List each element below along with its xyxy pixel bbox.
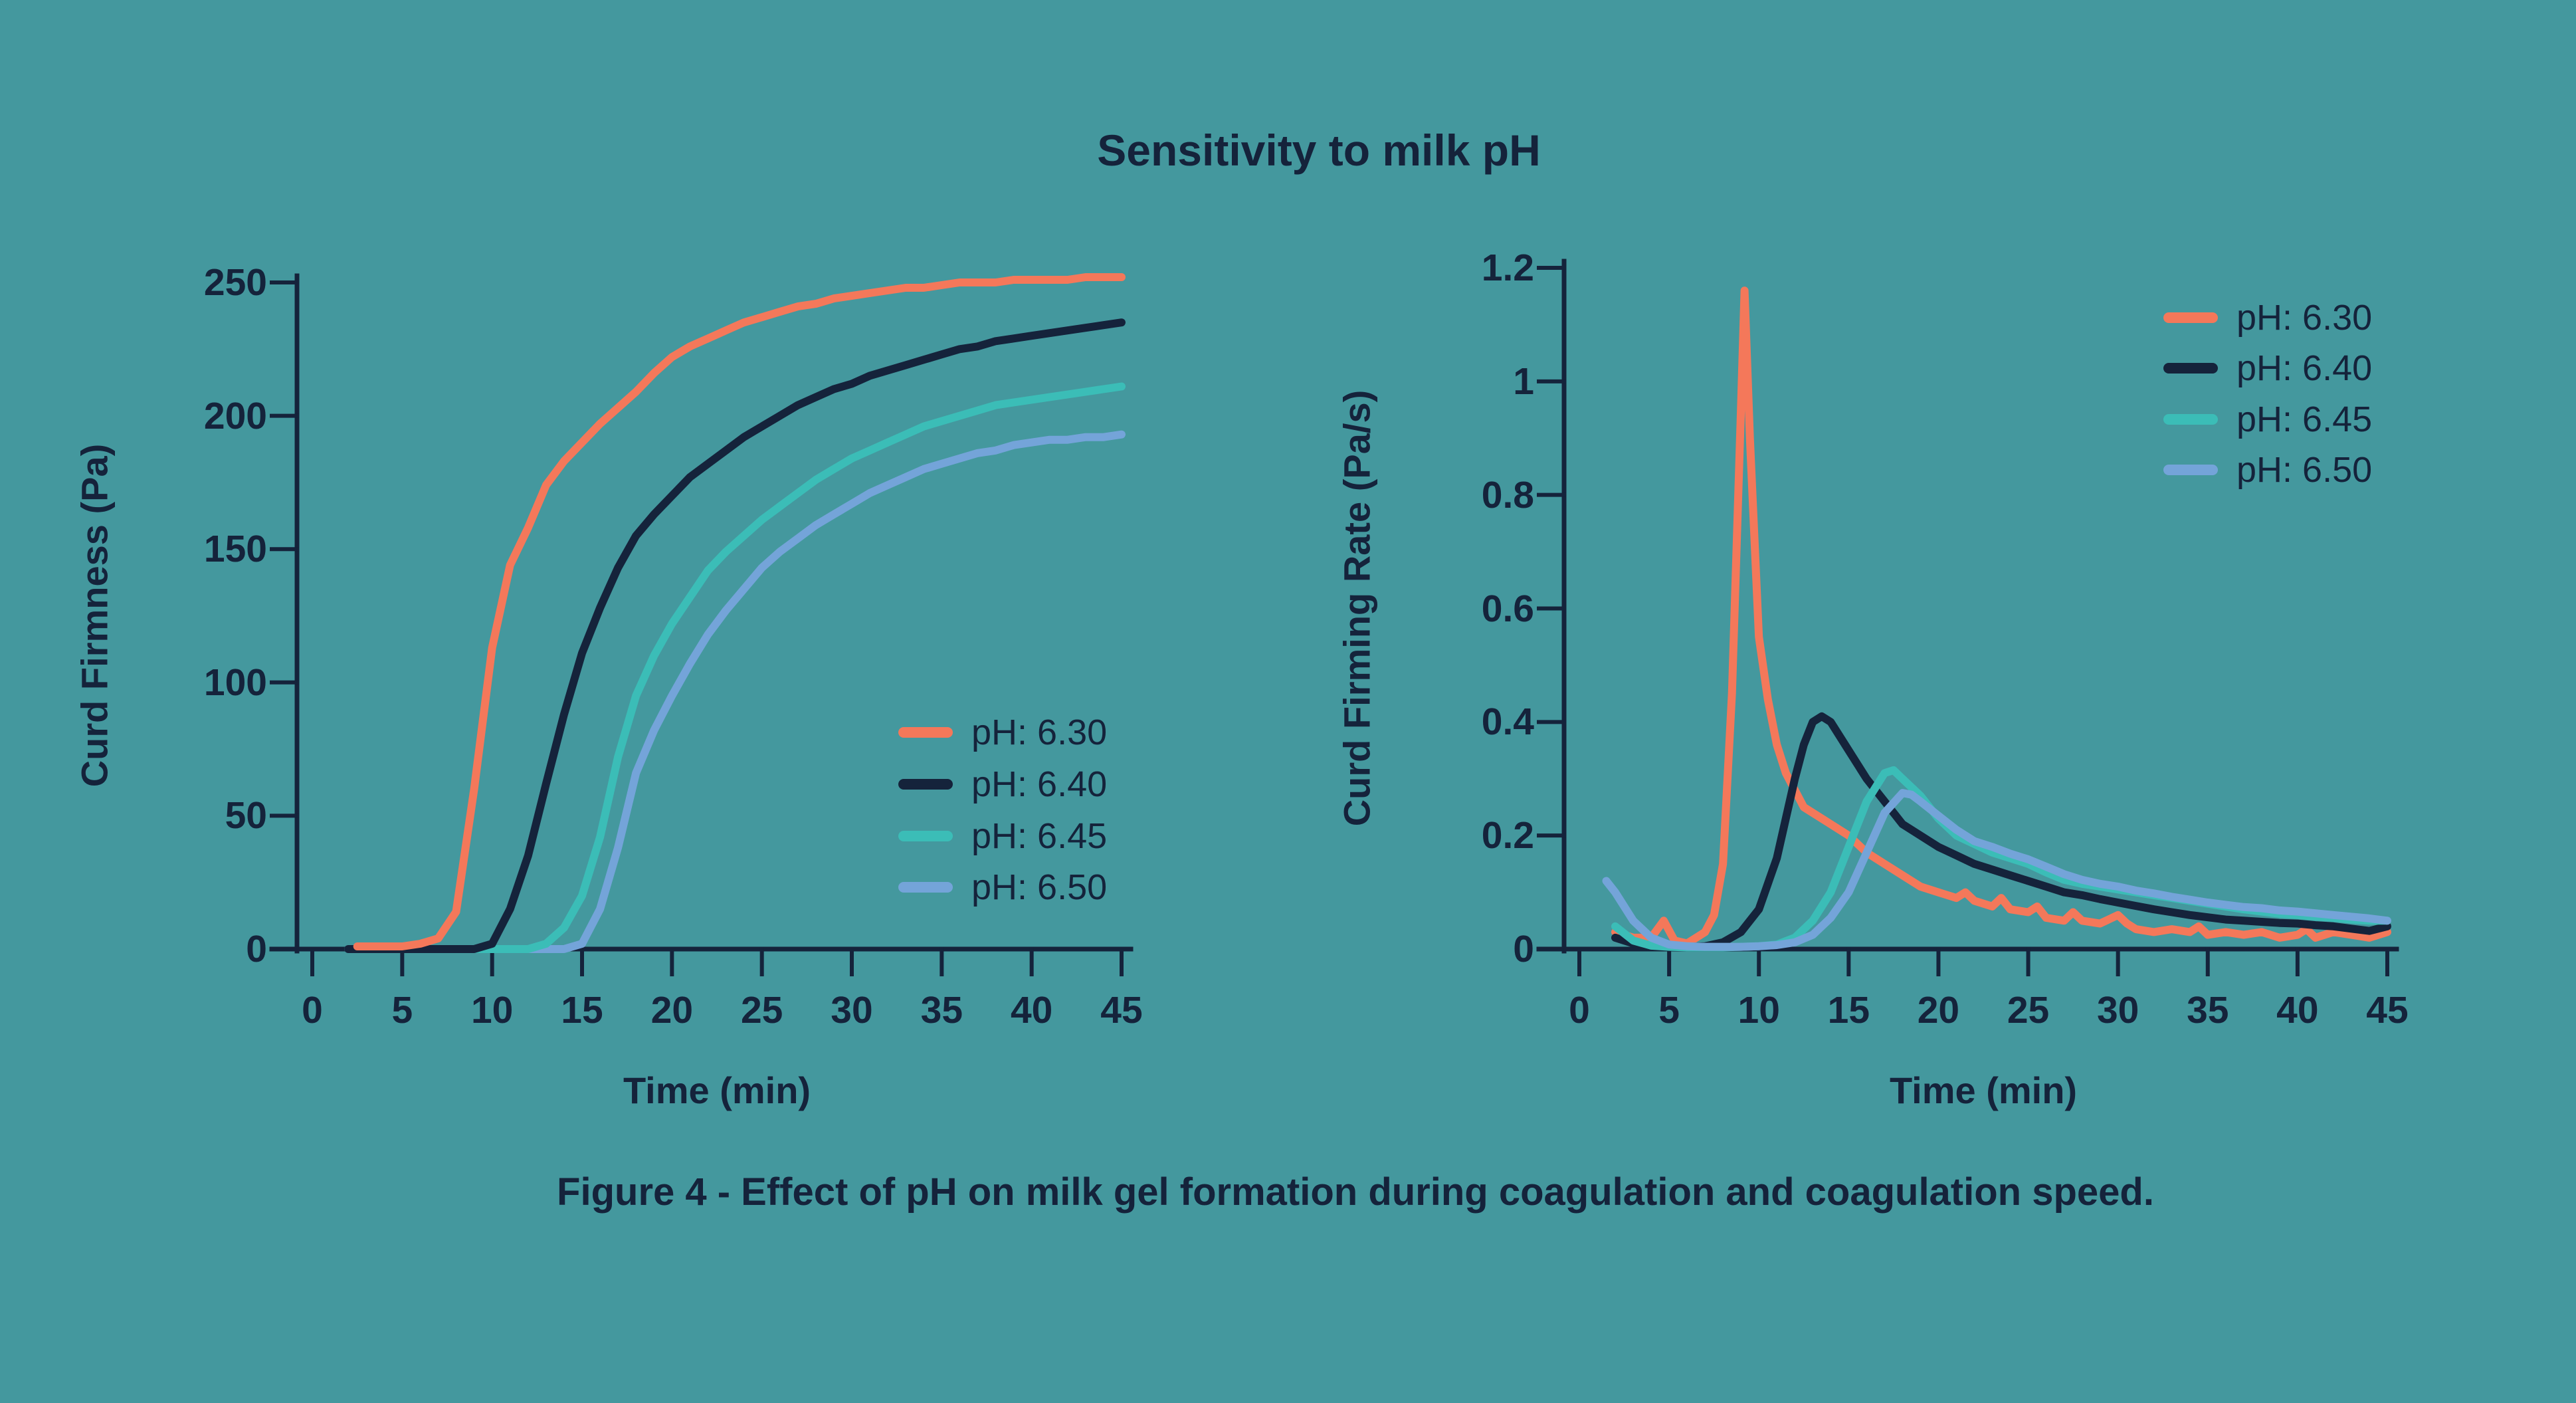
series-line-6.40 bbox=[344, 318, 1126, 953]
legend-label: pH: 6.40 bbox=[2236, 348, 2373, 388]
y-tick-label: 1 bbox=[1513, 360, 1534, 403]
y-tick-label: 0 bbox=[246, 928, 267, 970]
legend-swatch-6.45 bbox=[2163, 414, 2218, 425]
y-tick-label: 150 bbox=[203, 528, 267, 571]
legend-swatch-6.40 bbox=[2163, 363, 2218, 374]
x-tick-label: 35 bbox=[2187, 989, 2229, 1031]
y-tick-label: 200 bbox=[203, 394, 267, 437]
legend-swatch-6.50 bbox=[898, 882, 953, 893]
x-tick-label: 10 bbox=[1737, 989, 1780, 1031]
legend-swatch-6.45 bbox=[898, 831, 953, 841]
series-line-6.40 bbox=[1611, 712, 2391, 951]
y-tick-label: 0.2 bbox=[1481, 814, 1534, 857]
x-tick-label: 15 bbox=[561, 989, 603, 1031]
x-tick-label: 10 bbox=[470, 989, 514, 1031]
legend-label: pH: 6.30 bbox=[2236, 298, 2373, 338]
x-tick-label: 40 bbox=[1010, 989, 1053, 1031]
x-tick-label: 45 bbox=[2366, 989, 2409, 1031]
left-y-axis-label: Curd Firmness (Pa) bbox=[73, 443, 116, 788]
x-tick-label: 15 bbox=[1827, 989, 1870, 1031]
y-tick-label: 0.4 bbox=[1481, 701, 1534, 744]
x-tick-label: 5 bbox=[1658, 989, 1680, 1031]
series-line-6.30 bbox=[1611, 286, 2391, 948]
x-tick-label: 30 bbox=[831, 989, 873, 1031]
x-tick-label: 25 bbox=[740, 989, 783, 1031]
right-chart bbox=[1536, 259, 2399, 976]
y-tick-label: 0.8 bbox=[1481, 473, 1534, 516]
x-tick-label: 0 bbox=[302, 989, 323, 1031]
legend-swatch-6.30 bbox=[898, 727, 953, 738]
y-tick-label: 250 bbox=[203, 261, 267, 304]
legend-label: pH: 6.30 bbox=[971, 712, 1108, 752]
legend-swatch-6.30 bbox=[2163, 312, 2218, 323]
x-tick-label: 20 bbox=[1917, 989, 1960, 1031]
legend-label: pH: 6.45 bbox=[2236, 399, 2373, 439]
series-line-6.50 bbox=[1602, 789, 2391, 951]
legend-label: pH: 6.45 bbox=[971, 816, 1108, 856]
legend-label: pH: 6.40 bbox=[971, 764, 1108, 804]
y-tick-label: 1.2 bbox=[1481, 247, 1534, 289]
right-x-axis-label: Time (min) bbox=[1889, 1069, 2078, 1111]
legend-swatch-6.50 bbox=[2163, 465, 2218, 475]
legend-label: pH: 6.50 bbox=[2236, 450, 2373, 490]
legend-label: pH: 6.50 bbox=[971, 867, 1108, 907]
figure-title: Sensitivity to milk pH bbox=[1097, 126, 1541, 175]
y-tick-label: 50 bbox=[225, 794, 267, 837]
x-tick-label: 20 bbox=[650, 989, 694, 1031]
left-x-axis-label: Time (min) bbox=[623, 1069, 811, 1111]
x-tick-label: 40 bbox=[2276, 989, 2319, 1031]
series-line-6.30 bbox=[353, 273, 1126, 950]
x-tick-label: 30 bbox=[2096, 989, 2139, 1031]
x-tick-label: 25 bbox=[2007, 989, 2050, 1031]
x-tick-label: 35 bbox=[920, 989, 963, 1031]
left-chart bbox=[269, 273, 1134, 976]
x-tick-label: 45 bbox=[1100, 989, 1143, 1031]
y-tick-label: 0 bbox=[1513, 928, 1534, 970]
x-tick-label: 0 bbox=[1569, 989, 1590, 1031]
x-tick-label: 5 bbox=[391, 989, 413, 1031]
figure-caption: Figure 4 - Effect of pH on milk gel form… bbox=[557, 1170, 2154, 1214]
y-tick-label: 100 bbox=[203, 661, 267, 704]
legend-swatch-6.40 bbox=[898, 779, 953, 790]
y-tick-label: 0.6 bbox=[1481, 587, 1534, 630]
